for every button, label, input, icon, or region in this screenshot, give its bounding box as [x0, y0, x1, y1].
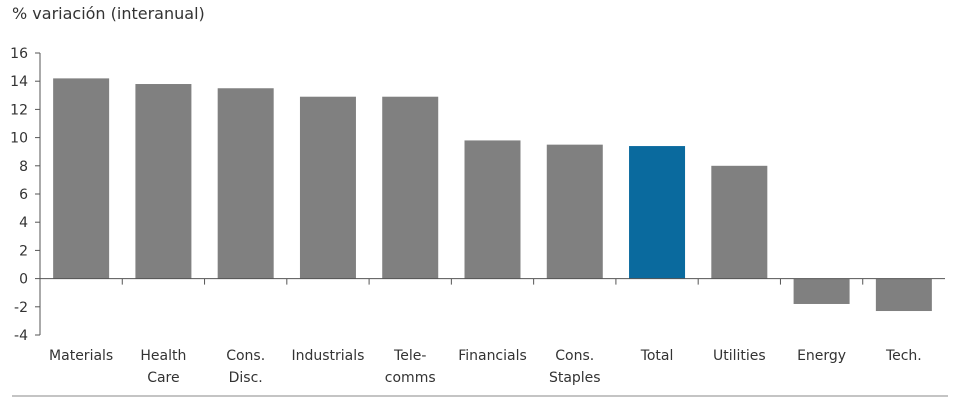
x-category-label: comms	[385, 370, 436, 386]
y-tick-label: -2	[14, 300, 28, 316]
x-category-label: Staples	[549, 370, 601, 386]
y-tick-label: -4	[14, 328, 28, 344]
bar-industrials	[299, 96, 356, 279]
x-category-label: Tele-	[393, 348, 426, 364]
bar-cons-disc	[217, 88, 274, 279]
x-category-label: Energy	[797, 348, 846, 364]
x-category-label: Tech.	[885, 348, 922, 364]
x-category-label: Financials	[458, 348, 527, 364]
x-category-label: Materials	[49, 348, 113, 364]
bar-tech	[875, 278, 932, 312]
bar-total	[629, 146, 686, 279]
y-tick-label: 8	[19, 159, 28, 175]
x-category-label: Utilities	[713, 348, 766, 364]
bar-materials	[53, 78, 110, 279]
x-category-label: Cons.	[226, 348, 265, 364]
y-tick-label: 16	[10, 46, 28, 62]
y-tick-label: 12	[10, 102, 28, 118]
y-tick-label: 4	[19, 215, 28, 231]
x-category-label: Care	[147, 370, 179, 386]
bar-tele-comms	[382, 96, 439, 279]
x-category-label: Total	[640, 348, 674, 364]
y-tick-label: 6	[19, 187, 28, 203]
bar-health-care	[135, 84, 192, 279]
y-tick-label: 2	[19, 243, 28, 259]
x-category-label: Disc.	[229, 370, 263, 386]
x-category-label: Industrials	[291, 348, 364, 364]
bar-utilities	[711, 165, 768, 279]
x-category-label: Cons.	[555, 348, 594, 364]
y-tick-label: 14	[10, 74, 28, 90]
chart-title: % variación (interanual)	[12, 4, 205, 23]
bar-energy	[793, 278, 850, 304]
y-tick-label: 0	[19, 272, 28, 288]
y-tick-label: 10	[10, 131, 28, 147]
bar-financials	[464, 140, 521, 279]
x-category-label: Health	[140, 348, 186, 364]
bar-cons-staples	[546, 144, 603, 279]
